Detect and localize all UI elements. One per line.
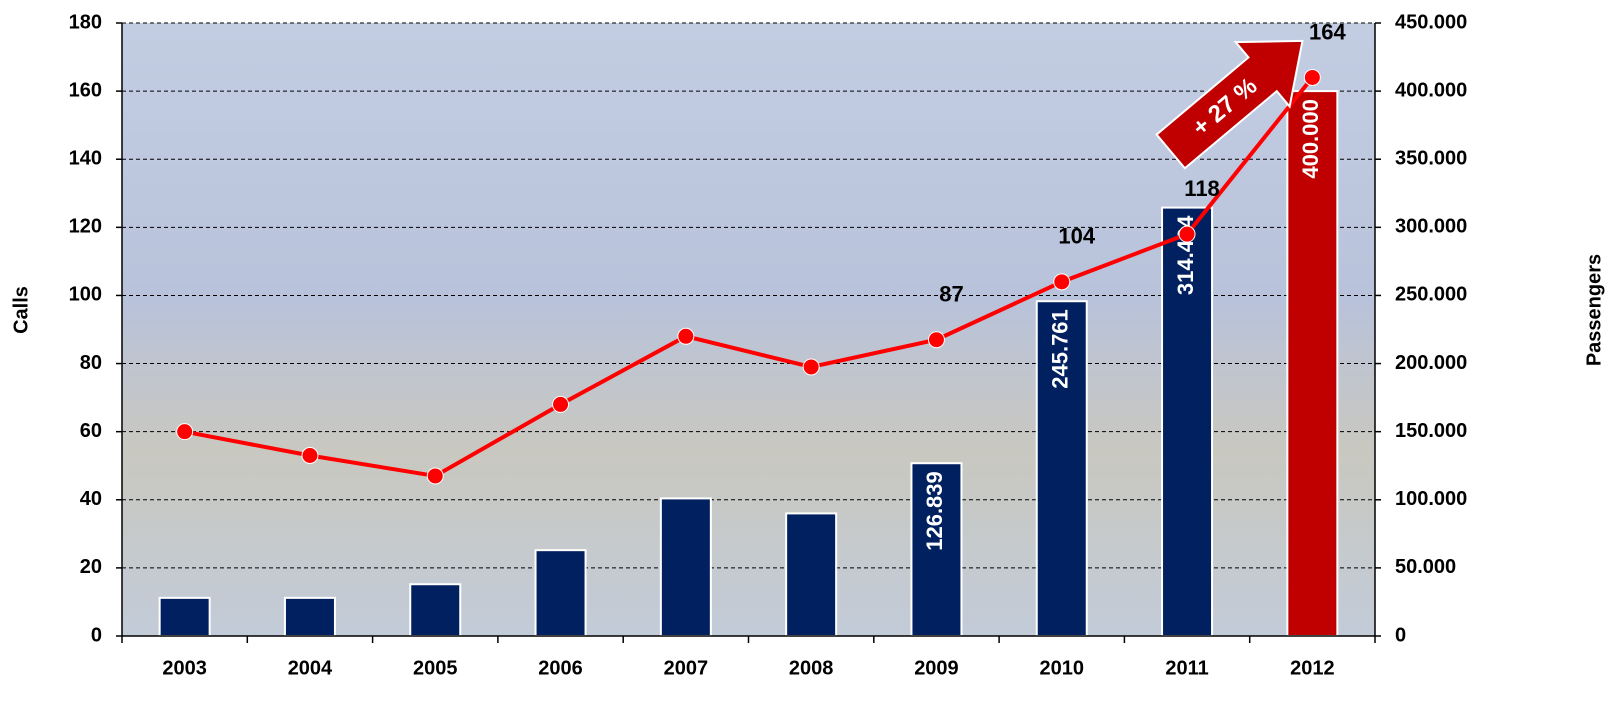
y-tick-label: 60 (80, 420, 102, 442)
y-tick-label: 80 (80, 352, 102, 374)
y-tick-label: 20 (80, 556, 102, 578)
y2-tick-label: 450.000 (1395, 11, 1467, 33)
y-tick-label: 140 (69, 148, 102, 170)
x-tick-label: 2003 (162, 657, 207, 679)
page: Calls Passengers 0 20 40 60 80 100 120 140 160 18… (0, 0, 1618, 707)
y2-tick-label: 300.000 (1395, 216, 1467, 238)
y-axis-title: Calls (10, 286, 32, 334)
line-marker (1179, 226, 1195, 242)
x-tick-label: 2009 (914, 657, 959, 679)
line-marker (803, 359, 819, 375)
bar-value-label: 245.761 (1048, 309, 1073, 389)
y2-tick-label: 350.000 (1395, 148, 1467, 170)
bar-value-label: 400.000 (1298, 99, 1323, 179)
line-marker (1304, 69, 1320, 85)
bar (786, 513, 836, 636)
y-tick-label: 100 (69, 284, 102, 306)
x-tick-label: 2007 (664, 657, 709, 679)
x-tick-label: 2008 (789, 657, 834, 679)
y-tick-label: 180 (69, 11, 102, 33)
line-marker (553, 396, 569, 412)
line-marker (678, 328, 694, 344)
line-value-label: 87 (939, 282, 963, 307)
line-marker (1054, 274, 1070, 290)
bar (536, 550, 586, 636)
x-tick-label: 2005 (413, 657, 458, 679)
x-tick-label: 2012 (1290, 657, 1335, 679)
y2-tick-label: 200.000 (1395, 352, 1467, 374)
bar (661, 498, 711, 636)
y-tick-label: 160 (69, 79, 102, 101)
x-tick-label: 2006 (538, 657, 583, 679)
chart: Calls Passengers 0 20 40 60 80 100 120 140 160 18… (0, 0, 1618, 707)
y2-tick-label: 150.000 (1395, 420, 1467, 442)
line-marker (427, 468, 443, 484)
y2-tick-label: 250.000 (1395, 284, 1467, 306)
y-tick-label: 120 (69, 216, 102, 238)
y2-tick-label: 100.000 (1395, 488, 1467, 510)
bar (285, 598, 335, 636)
line-value-label: 164 (1309, 19, 1346, 44)
line-marker (302, 448, 318, 464)
y2-axis-title: Passengers (1583, 254, 1605, 366)
line-marker (928, 332, 944, 348)
y2-tick-label: 400.000 (1395, 79, 1467, 101)
bar (160, 598, 210, 636)
x-tick-label: 2011 (1165, 657, 1208, 679)
line-marker (177, 424, 193, 440)
y2-tick-label: 50.000 (1395, 556, 1456, 578)
x-tick-label: 2010 (1040, 657, 1085, 679)
line-value-label: 118 (1184, 176, 1220, 201)
bar-value-label: 126.839 (922, 471, 947, 551)
y-tick-label: 0 (91, 624, 102, 646)
y-tick-label: 40 (80, 488, 102, 510)
line-value-label: 104 (1058, 224, 1095, 249)
bar (410, 584, 460, 636)
y2-tick-label: 0 (1395, 624, 1406, 646)
x-tick-label: 2004 (288, 657, 333, 679)
